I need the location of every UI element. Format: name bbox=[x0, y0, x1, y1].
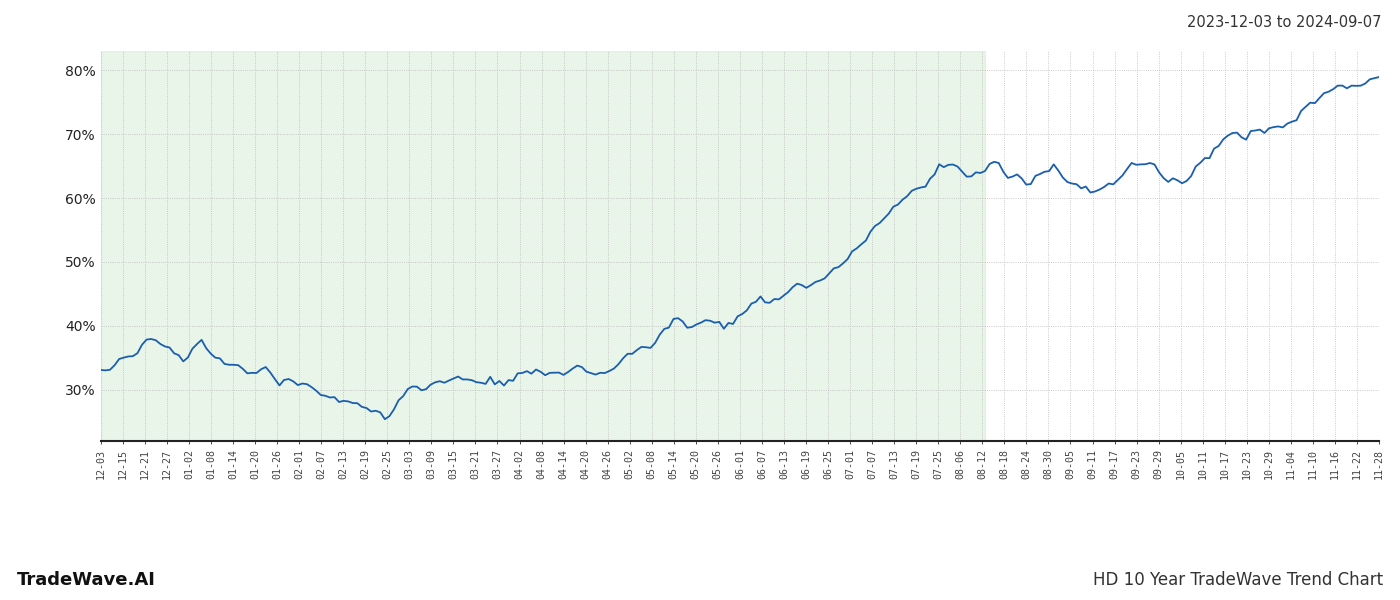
Text: 2023-12-03 to 2024-09-07: 2023-12-03 to 2024-09-07 bbox=[1187, 15, 1382, 30]
Text: HD 10 Year TradeWave Trend Chart: HD 10 Year TradeWave Trend Chart bbox=[1093, 571, 1383, 589]
Bar bbox=[101, 51, 986, 441]
Text: TradeWave.AI: TradeWave.AI bbox=[17, 571, 155, 589]
